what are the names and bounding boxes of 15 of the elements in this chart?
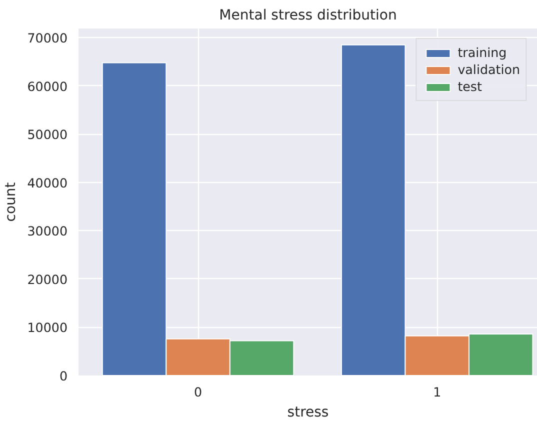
y-axis-title: count <box>3 182 20 222</box>
legend-label: validation <box>458 62 520 77</box>
y-tick-label: 30000 <box>27 224 68 239</box>
y-tick-label: 50000 <box>27 127 68 142</box>
y-tick-label: 60000 <box>27 78 68 94</box>
legend-label: training <box>458 45 507 60</box>
x-axis-title: stress <box>287 404 329 420</box>
y-tick-label: 20000 <box>27 272 68 287</box>
y-tick-label: 70000 <box>27 30 68 46</box>
y-tick-label: 40000 <box>27 175 68 190</box>
y-tick-label: 0 <box>59 368 68 384</box>
legend-label: test <box>458 79 482 94</box>
chart-title: Mental stress distribution <box>219 8 397 24</box>
x-tick-label: 1 <box>433 384 442 400</box>
y-tick-label: 10000 <box>27 320 68 336</box>
